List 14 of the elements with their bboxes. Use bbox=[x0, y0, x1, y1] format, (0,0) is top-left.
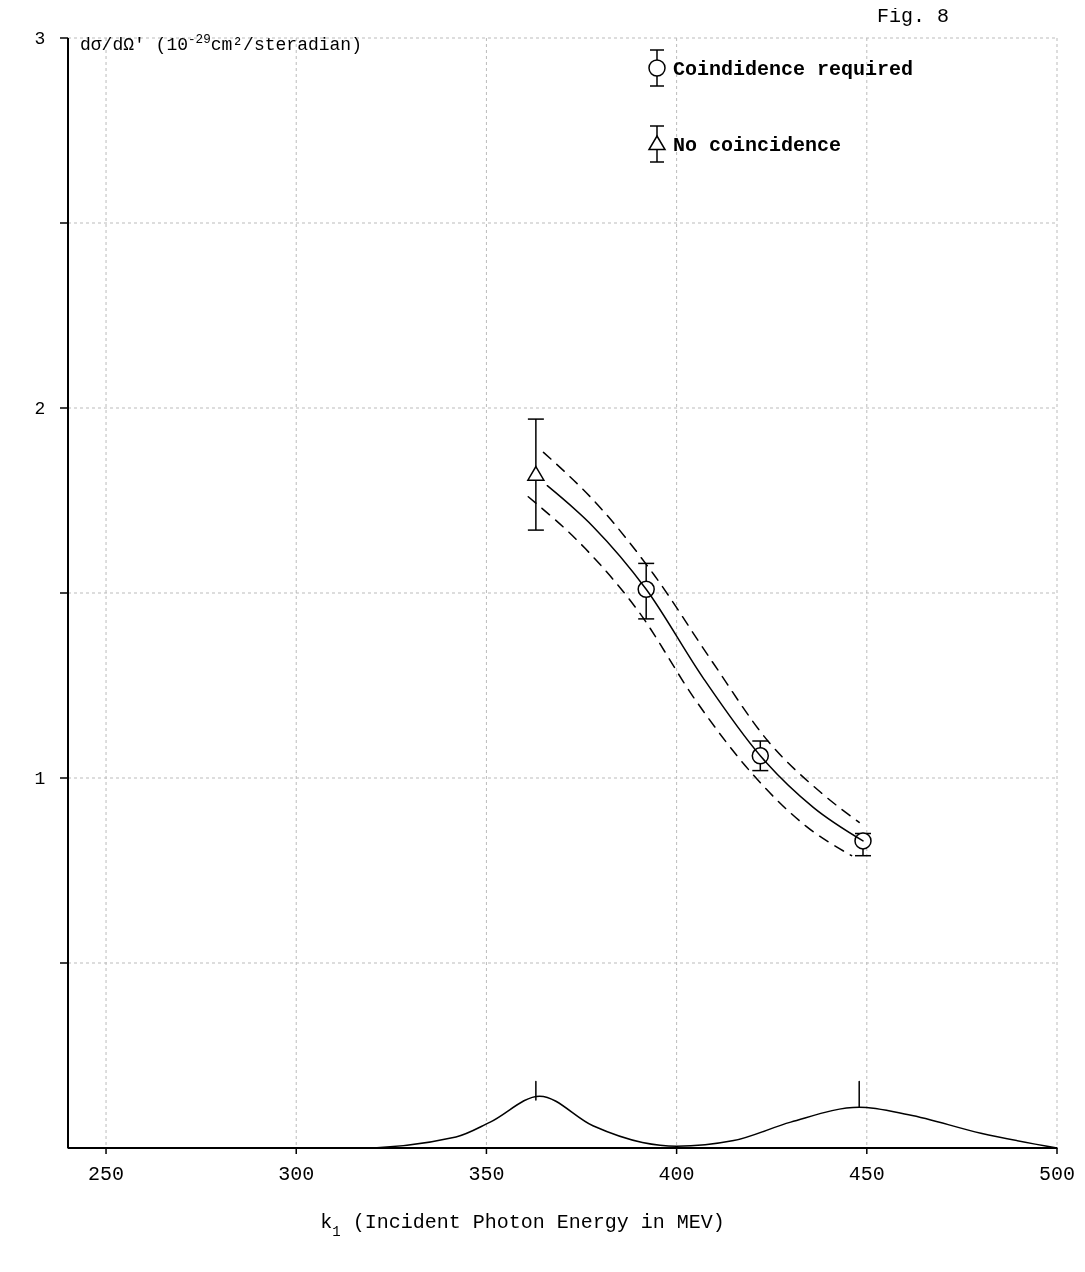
y-tick-label: 2 bbox=[34, 399, 46, 420]
x-tick-label: 400 bbox=[658, 1163, 695, 1186]
x-tick-label: 350 bbox=[468, 1163, 505, 1186]
x-tick-label: 300 bbox=[278, 1163, 315, 1186]
chart-title: Fig. 8 bbox=[877, 5, 950, 28]
y-axis-title: dσ/dΩ′ (10$^{-29}$cm²/steradian) bbox=[80, 33, 362, 55]
y-tick-label: 1 bbox=[34, 769, 46, 790]
x-tick-label: 250 bbox=[88, 1163, 125, 1186]
x-tick-label: 500 bbox=[1038, 1163, 1076, 1186]
legend-label: Coindidence required bbox=[673, 58, 914, 81]
x-axis-title: k$_{1}$ (Incident Photon Energy in MEV) bbox=[320, 1211, 725, 1240]
legend-label: No coincidence bbox=[673, 134, 842, 157]
x-tick-label: 450 bbox=[848, 1163, 885, 1186]
y-tick-label: 3 bbox=[34, 29, 46, 50]
